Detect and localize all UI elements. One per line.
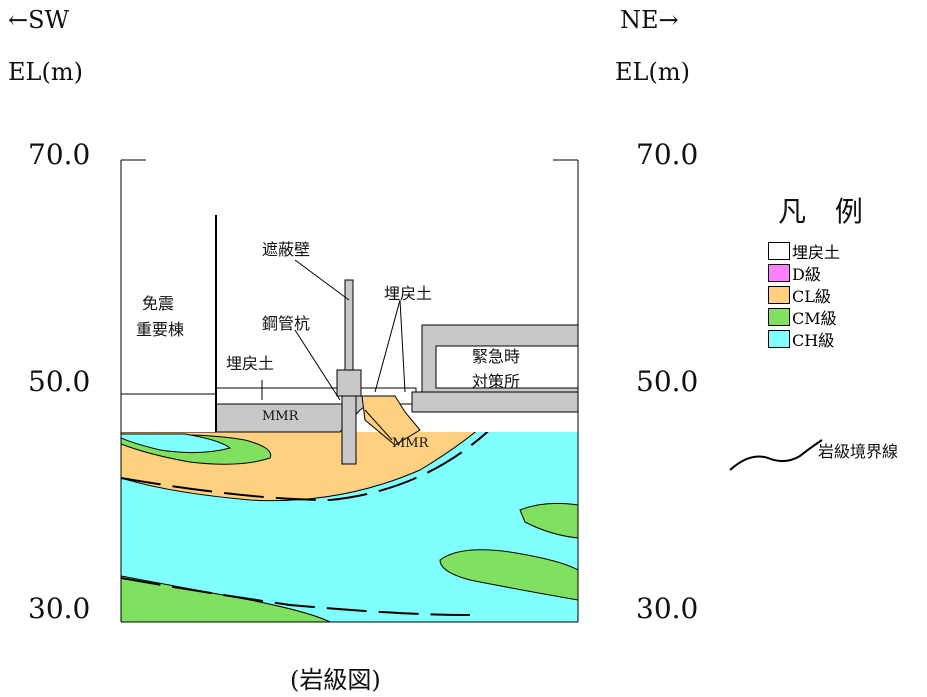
cm-lens-right-lower	[439, 549, 578, 601]
legend-item-backfill: 埋戻土	[768, 240, 840, 262]
mmr-right-label: MMR	[392, 436, 429, 451]
emergency-building	[421, 324, 578, 393]
right-tick-50: 50.0	[636, 365, 699, 398]
legend-label-cm: CM級	[792, 309, 837, 328]
figure-caption: (岩級図)	[290, 666, 381, 694]
backfill-left-label: 埋戻土	[226, 354, 275, 373]
ch-lens-inner	[121, 433, 232, 454]
sw-direction-label: ←SW	[8, 6, 70, 34]
emergency-label-line2: 対策所	[472, 372, 521, 391]
legend-label-backfill: 埋戻土	[792, 243, 841, 262]
legend-title: 凡 例	[778, 195, 873, 228]
legend-label-cl: CL級	[792, 287, 831, 306]
left-tick-50: 50.0	[28, 365, 91, 398]
cm-lens-right-mid	[519, 502, 578, 539]
backfill-top-label: 埋戻土	[384, 284, 433, 303]
legend-item-cl: CL級	[768, 284, 840, 306]
elevation-unit-left: EL(m)	[8, 58, 83, 86]
mmr-left-label: MMR	[262, 409, 299, 424]
left-tick-30: 30.0	[28, 592, 91, 625]
legend-item-d: D級	[768, 262, 840, 284]
menshin-label-line1: 免震	[142, 294, 175, 313]
legend: 埋戻土 D級 CL級 CM級 CH級	[768, 240, 840, 350]
legend-item-ch: CH級	[768, 328, 840, 350]
legend-swatch-ch	[768, 330, 790, 348]
legend-swatch-cm	[768, 308, 790, 326]
legend-swatch-backfill	[768, 242, 790, 260]
ne-direction-label: NE→	[620, 6, 679, 34]
legend-swatch-d	[768, 264, 790, 282]
menshin-label-line2: 重要棟	[136, 320, 185, 339]
steel-pile	[341, 395, 357, 465]
legend-label-d: D級	[792, 265, 821, 284]
legend-item-cm: CM級	[768, 306, 840, 328]
emergency-label-line1: 緊急時	[472, 347, 521, 366]
boundary-line-label: 岩級境界線	[818, 442, 899, 461]
steel-pile-label: 鋼管杭	[262, 314, 311, 333]
legend-label-ch: CH級	[792, 331, 835, 350]
shield-wall-base	[336, 369, 362, 397]
legend-swatch-cl	[768, 286, 790, 304]
mmr-right-wedge	[361, 395, 421, 446]
boundary-line-icon	[729, 439, 823, 471]
shield-wall-label: 遮蔽壁	[262, 240, 311, 259]
right-tick-70: 70.0	[636, 138, 699, 171]
left-tick-70: 70.0	[28, 138, 91, 171]
elevation-unit-right: EL(m)	[615, 58, 690, 86]
emergency-building-foundation	[411, 391, 578, 413]
right-tick-30: 30.0	[636, 592, 699, 625]
shield-wall	[344, 279, 354, 371]
